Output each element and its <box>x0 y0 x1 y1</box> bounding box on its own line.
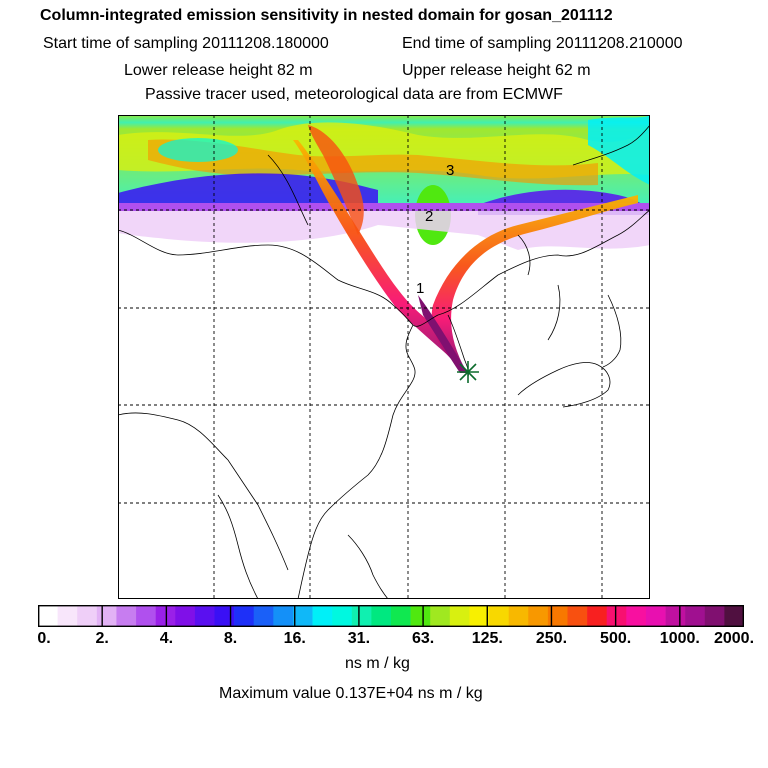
colorbar-cell <box>57 605 78 627</box>
plume-north-arm <box>308 125 364 235</box>
plume-label-1: 1 <box>416 280 424 297</box>
lower-release-height-label: Lower release height 82 m <box>124 62 313 79</box>
coastlines <box>118 124 650 599</box>
colorbar-cell <box>489 605 509 627</box>
colorbar-cell <box>214 605 235 627</box>
cyan-east-patch <box>588 115 650 185</box>
colorbar-cell <box>410 605 431 627</box>
colorbar-tick-label: 0. <box>37 630 51 647</box>
colorbar-cell <box>175 605 196 627</box>
colorbar-cell <box>155 605 176 627</box>
plume-west-arm <box>293 140 468 373</box>
colorbar-cell <box>704 605 725 627</box>
colorbar-tick-label: 125. <box>471 630 503 647</box>
colorbar-cell <box>645 605 666 627</box>
colorbar-cell <box>547 605 568 627</box>
plume-label-3: 3 <box>446 162 454 179</box>
map-title: Column-integrated emission sensitivity i… <box>40 7 613 24</box>
colorbar <box>38 605 744 627</box>
tracer-note: Passive tracer used, meteorological data… <box>145 86 563 103</box>
release-site-star-icon <box>457 361 479 383</box>
end-time-label: End time of sampling 20111208.210000 <box>402 35 683 52</box>
upper-release-height-label: Upper release height 62 m <box>402 62 591 79</box>
colorbar-tick-label: 63. <box>411 630 435 647</box>
colorbar-tick-label: 2. <box>95 630 109 647</box>
colorbar-cell <box>606 605 627 627</box>
colorbar-tick-label: 500. <box>600 630 632 647</box>
colorbar-cell <box>332 605 353 627</box>
colorbar-cell <box>96 605 117 627</box>
colorbar-cell <box>371 605 392 627</box>
map-border <box>118 115 650 599</box>
maximum-value-label: Maximum value 0.137E+04 ns m / kg <box>219 685 483 702</box>
colorbar-cell <box>567 605 588 627</box>
colorbar-cell <box>312 605 333 627</box>
colorbar-cell <box>430 605 451 627</box>
colorbar-cell <box>234 605 255 627</box>
colorbar-cell <box>528 605 549 627</box>
colorbar-cell <box>116 605 137 627</box>
colorbar-cell <box>469 605 490 627</box>
colorbar-tick-label: 4. <box>159 630 174 647</box>
colorbar-tick-label: 8. <box>223 630 238 647</box>
colorbar-tick-label: 16. <box>283 630 306 647</box>
colorbar-cell <box>136 605 156 627</box>
colorbar-border <box>38 605 744 627</box>
plume-core <box>418 295 468 373</box>
colorbar-tick-label: 2000. <box>713 630 755 647</box>
colorbar-cell <box>194 605 215 627</box>
cyan-west-patch <box>158 138 238 162</box>
grid-lines <box>118 115 650 599</box>
colorbar-cell <box>77 605 98 627</box>
colorbar-cell <box>724 605 744 627</box>
emission-sensitivity-map: 1 2 3 <box>118 115 650 599</box>
colorbar-cell <box>253 605 274 627</box>
colorbar-cell <box>626 605 647 627</box>
colorbar-cell <box>508 605 529 627</box>
colorbar-cell <box>391 605 411 627</box>
blue-band <box>118 173 378 211</box>
colorbar-cell <box>351 605 372 627</box>
units-label: ns m / kg <box>345 655 410 672</box>
colorbar-cell <box>273 605 294 627</box>
colorbar-cell <box>587 605 608 627</box>
colorbar-cell <box>292 605 313 627</box>
colorbar-cell <box>38 605 58 627</box>
pale-fringe <box>118 211 650 250</box>
colorbar-tick-label: 1000. <box>659 630 700 647</box>
colorbar-tick-label: 250. <box>535 630 568 647</box>
colorbar-cell <box>685 605 706 627</box>
colorbar-cell <box>665 605 686 627</box>
colorbar-cell <box>449 605 470 627</box>
purple-band <box>118 203 650 211</box>
plume-label-2: 2 <box>425 208 433 225</box>
start-time-label: Start time of sampling 20111208.180000 <box>43 35 329 52</box>
colorbar-tick-label: 31. <box>347 630 371 647</box>
